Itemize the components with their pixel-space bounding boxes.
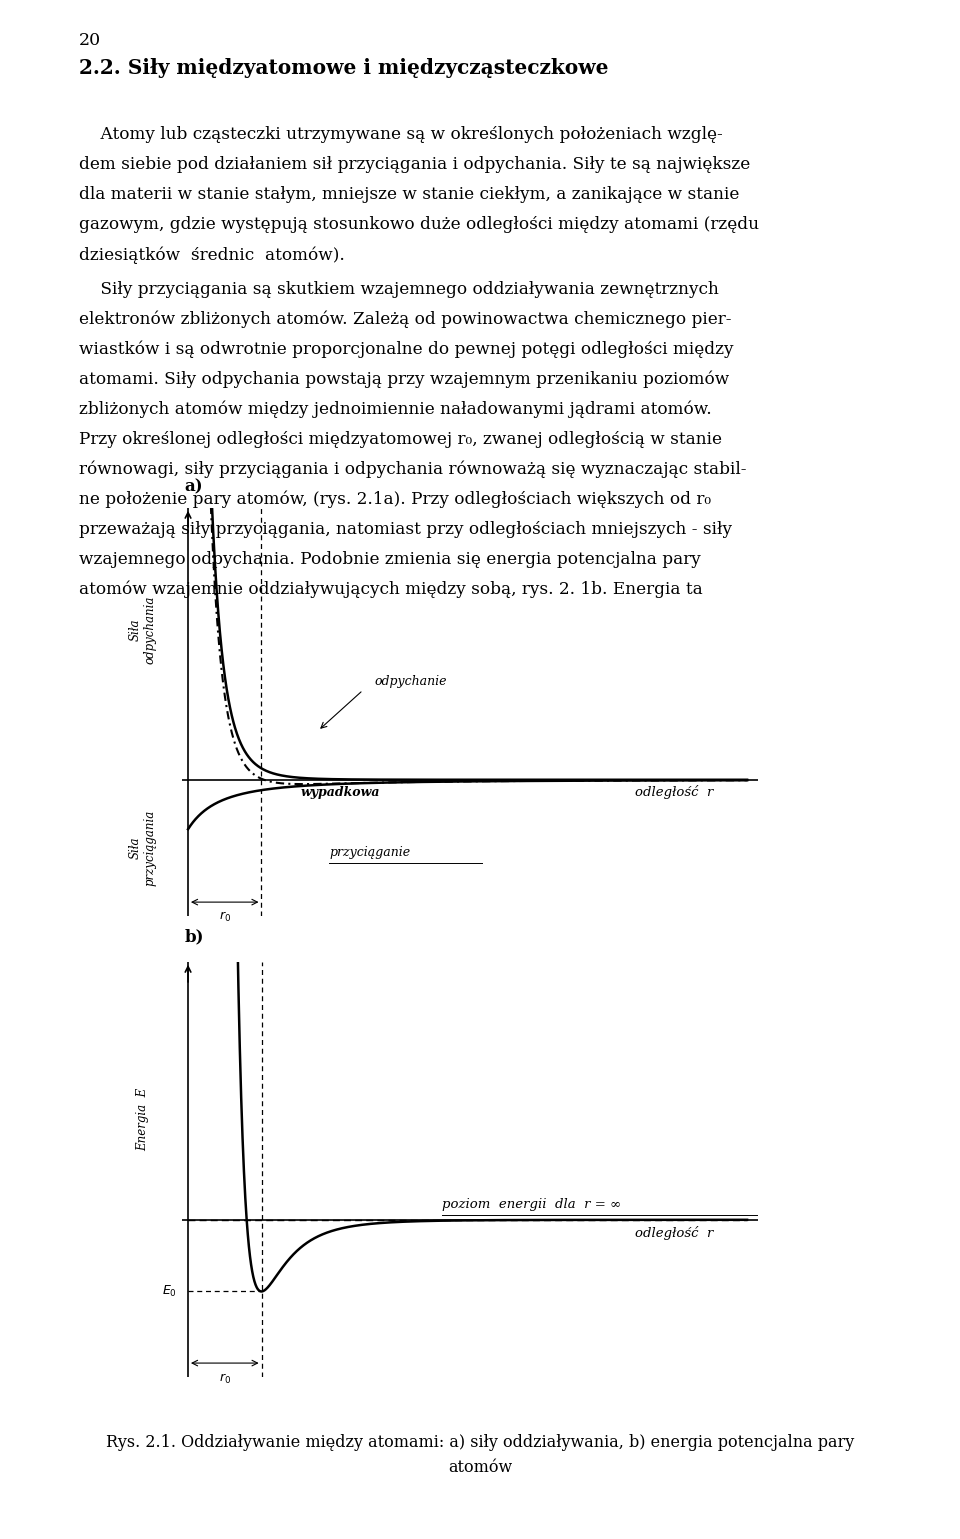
Text: gazowym, gdzie występują stosunkowo duże odległości między atomami (rzędu: gazowym, gdzie występują stosunkowo duże…: [79, 215, 758, 234]
Text: Przy określonej odległości międzyatomowej r₀, zwanej odległością w stanie: Przy określonej odległości międzyatomowe…: [79, 431, 722, 448]
Text: elektronów zbliżonych atomów. Zależą od powinowactwa chemicznego pier-: elektronów zbliżonych atomów. Zależą od …: [79, 311, 732, 328]
Text: 20: 20: [79, 31, 101, 49]
Text: $r_0$: $r_0$: [219, 1371, 230, 1385]
Text: odległość  r: odległość r: [635, 1227, 713, 1240]
Text: dziesiątków  średnic  atomów).: dziesiątków średnic atomów).: [79, 246, 345, 263]
Text: a): a): [184, 479, 204, 496]
Text: atomami. Siły odpychania powstają przy wzajemnym przenikaniu poziomów: atomami. Siły odpychania powstają przy w…: [79, 371, 729, 388]
Text: Rys. 2.1. Oddziaływanie między atomami: a) siły oddziaływania, b) energia potenc: Rys. 2.1. Oddziaływanie między atomami: …: [106, 1434, 854, 1451]
Text: odległość  r: odległość r: [635, 785, 713, 799]
Text: wzajemnego odpychania. Podobnie zmienia się energia potencjalna pary: wzajemnego odpychania. Podobnie zmienia …: [79, 551, 701, 568]
Text: dem siebie pod działaniem sił przyciągania i odpychania. Siły te są największe: dem siebie pod działaniem sił przyciągan…: [79, 157, 750, 174]
Text: Siła
odpychania: Siła odpychania: [129, 596, 156, 665]
Text: $E_0$: $E_0$: [162, 1284, 177, 1299]
Text: Energia  E: Energia E: [136, 1088, 150, 1151]
Text: równowagi, siły przyciągania i odpychania równoważą się wyznaczając stabil-: równowagi, siły przyciągania i odpychani…: [79, 460, 746, 479]
Text: dla materii w stanie stałym, mniejsze w stanie ciekłym, a zanikające w stanie: dla materii w stanie stałym, mniejsze w …: [79, 186, 739, 203]
Text: poziom  energii  dla  r = ∞: poziom energii dla r = ∞: [443, 1199, 621, 1211]
Text: odpychanie: odpychanie: [374, 674, 447, 688]
Text: ne położenie pary atomów, (rys. 2.1a). Przy odległościach większych od r₀: ne położenie pary atomów, (rys. 2.1a). P…: [79, 491, 710, 508]
Text: wypadkowa: wypadkowa: [301, 786, 380, 799]
Text: przyciąganie: przyciąganie: [329, 846, 410, 859]
Text: zbliżonych atomów między jednoimiennie naładowanymi jądrami atomów.: zbliżonych atomów między jednoimiennie n…: [79, 400, 711, 419]
Text: przeważają siły przyciągania, natomiast przy odległościach mniejszych - siły: przeważają siły przyciągania, natomiast …: [79, 520, 732, 539]
Text: Atomy lub cząsteczki utrzymywane są w określonych położeniach wzglę-: Atomy lub cząsteczki utrzymywane są w ok…: [79, 126, 723, 143]
Text: Siła
przyciągania: Siła przyciągania: [129, 810, 156, 886]
Text: atomów: atomów: [448, 1459, 512, 1476]
Text: b): b): [184, 930, 204, 946]
Text: Siły przyciągania są skutkiem wzajemnego oddziaływania zewnętrznych: Siły przyciągania są skutkiem wzajemnego…: [79, 280, 719, 299]
Text: wiastków i są odwrotnie proporcjonalne do pewnej potęgi odległości między: wiastków i są odwrotnie proporcjonalne d…: [79, 340, 733, 359]
Text: 2.2. Siły międzyatomowe i międzycząsteczkowe: 2.2. Siły międzyatomowe i międzycząstecz…: [79, 58, 609, 78]
Text: atomów wzajemnie oddziaływujących między sobą, rys. 2. 1b. Energia ta: atomów wzajemnie oddziaływujących między…: [79, 580, 703, 599]
Text: $r_0$: $r_0$: [219, 910, 230, 925]
